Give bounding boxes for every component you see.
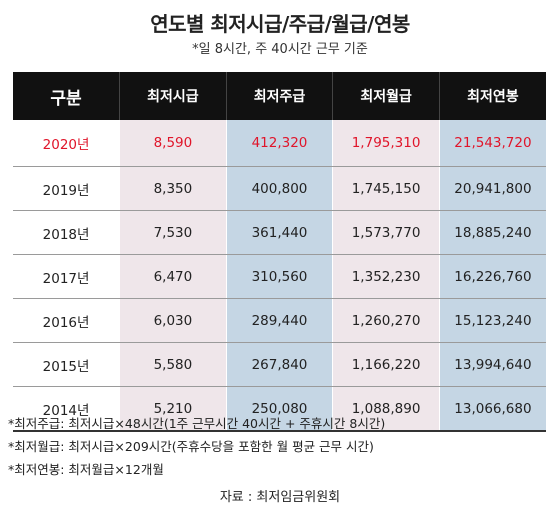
cell-year: 2018년: [13, 210, 120, 255]
cell-annual: 16,226,760: [438, 254, 546, 299]
cell-annual: 13,994,640: [438, 342, 546, 387]
table-row: 2015년 5,580 267,840 1,166,220 13,994,640: [13, 342, 546, 387]
footnote-monthly: *최저월급: 최저시급×209시간(주휴수당을 포함한 월 평균 근무 시간): [8, 439, 374, 454]
cell-weekly: 267,840: [225, 342, 333, 387]
table-row: 2019년 8,350 400,800 1,745,150 20,941,800: [13, 166, 546, 211]
cell-monthly: 1,260,270: [332, 298, 440, 343]
footnotes: *최저주급: 최저시급×48시간(1주 근무시간 40시간 + 주휴시간 8시간…: [8, 412, 553, 481]
cell-monthly: 1,573,770: [332, 210, 440, 255]
table-row: 2020년 8,590 412,320 1,795,310 21,543,720: [13, 120, 546, 167]
cell-hourly: 5,580: [119, 342, 227, 387]
header-weekly: 최저주급: [225, 72, 333, 120]
cell-monthly: 1,166,220: [332, 342, 440, 387]
cell-weekly: 289,440: [225, 298, 333, 343]
cell-hourly: 6,030: [119, 298, 227, 343]
cell-hourly: 8,590: [119, 120, 227, 167]
cell-monthly: 1,795,310: [332, 120, 440, 167]
cell-hourly: 8,350: [119, 166, 227, 211]
table-row: 2017년 6,470 310,560 1,352,230 16,226,760: [13, 254, 546, 299]
header-category: 구분: [13, 72, 120, 120]
cell-weekly: 361,440: [225, 210, 333, 255]
cell-weekly: 400,800: [225, 166, 333, 211]
cell-year: 2015년: [13, 342, 120, 387]
header-annual: 최저연봉: [438, 72, 546, 120]
cell-year: 2020년: [13, 120, 120, 167]
cell-weekly: 310,560: [225, 254, 333, 299]
cell-year: 2019년: [13, 166, 120, 211]
header-hourly: 최저시급: [119, 72, 227, 120]
table-header-row: 구분 최저시급 최저주급 최저월급 최저연봉: [13, 72, 546, 120]
cell-annual: 20,941,800: [438, 166, 546, 211]
page-subtitle: *일 8시간, 주 40시간 근무 기준: [192, 42, 368, 57]
table-row: 2016년 6,030 289,440 1,260,270 15,123,240: [13, 298, 546, 343]
cell-hourly: 5,210: [119, 386, 227, 432]
cell-year: 2014년: [13, 386, 120, 432]
header-monthly: 최저월급: [332, 72, 440, 120]
footnote-annual: *최저연봉: 최저월급×12개월: [8, 462, 164, 477]
minimum-wage-table: 구분 최저시급 최저주급 최저월급 최저연봉 2020년 8,590 412,3…: [13, 72, 546, 432]
cell-annual: 15,123,240: [438, 298, 546, 343]
cell-monthly: 1,088,890: [332, 386, 440, 432]
source-credit: 자료 : 최저임금위원회: [219, 490, 341, 505]
cell-annual: 18,885,240: [438, 210, 546, 255]
cell-hourly: 7,530: [119, 210, 227, 255]
cell-monthly: 1,745,150: [332, 166, 440, 211]
cell-weekly: 412,320: [225, 120, 333, 167]
footnote-weekly: *최저주급: 최저시급×48시간(1주 근무시간 40시간 + 주휴시간 8시간…: [8, 416, 386, 431]
cell-weekly: 250,080: [225, 386, 333, 432]
cell-annual: 21,543,720: [438, 120, 546, 167]
cell-monthly: 1,352,230: [332, 254, 440, 299]
cell-hourly: 6,470: [119, 254, 227, 299]
page-title: 연도별 최저시급/주급/월급/연봉: [150, 12, 410, 36]
cell-year: 2016년: [13, 298, 120, 343]
table-row: 2014년 5,210 250,080 1,088,890 13,066,680: [13, 386, 546, 432]
cell-annual: 13,066,680: [438, 386, 546, 432]
cell-year: 2017년: [13, 254, 120, 299]
table-row: 2018년 7,530 361,440 1,573,770 18,885,240: [13, 210, 546, 255]
